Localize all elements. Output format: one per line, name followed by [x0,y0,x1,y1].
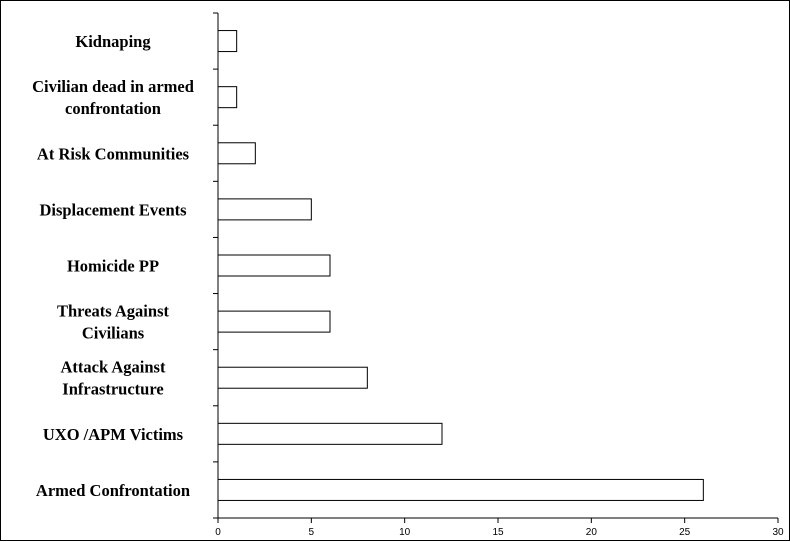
bar [217,254,331,277]
category-label: Civilian dead in armed [32,77,194,96]
category-label: Infrastructure [62,380,163,399]
category-label: confrontation [65,99,161,118]
bar [217,142,256,165]
category-label: Civilians [82,324,145,343]
category-label: Displacement Events [39,200,187,219]
category-label: Threats Against [57,302,170,321]
bar [217,198,312,221]
category-label: Kidnaping [75,32,151,51]
bar [217,478,704,501]
category-label: Armed Confrontation [36,481,190,500]
x-tick-label: 25 [679,527,691,538]
bar [217,86,238,109]
category-label: Attack Against [61,358,166,377]
x-tick-label: 30 [772,527,784,538]
bar [217,30,238,53]
category-label: UXO /APM Victims [43,425,184,444]
bar [217,310,331,333]
x-tick-label: 15 [492,527,504,538]
x-tick-label: 0 [215,527,221,538]
bar [217,422,443,445]
x-tick-label: 5 [309,527,315,538]
category-label: Homicide PP [67,257,159,276]
x-tick-label: 10 [399,527,411,538]
category-label: At Risk Communities [37,144,190,163]
bar [217,366,368,389]
x-tick-label: 20 [586,527,598,538]
